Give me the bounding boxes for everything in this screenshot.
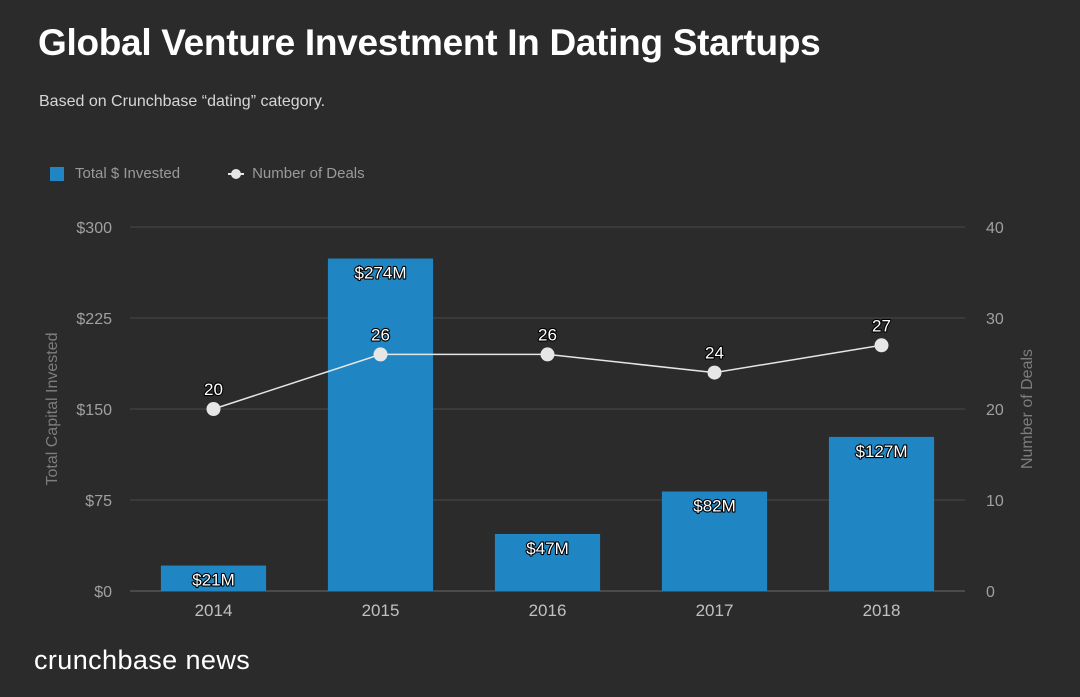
bar bbox=[828, 436, 935, 591]
y2-tick-label: 40 bbox=[986, 220, 1004, 237]
y-axis-title: Total Capital Invested bbox=[44, 333, 61, 486]
deals-point bbox=[707, 365, 722, 380]
x-tick-label: 2016 bbox=[529, 601, 567, 620]
y-tick-label: $150 bbox=[76, 402, 112, 419]
y2-tick-label: 20 bbox=[986, 402, 1004, 419]
bar bbox=[160, 565, 267, 591]
deals-value-label: 20 bbox=[204, 380, 223, 399]
x-tick-label: 2014 bbox=[195, 601, 233, 620]
bar bbox=[494, 533, 601, 591]
y2-axis-title: Number of Deals bbox=[1019, 349, 1036, 469]
bar bbox=[661, 491, 768, 591]
deals-point bbox=[206, 402, 221, 416]
y2-tick-label: 10 bbox=[986, 493, 1004, 510]
bar bbox=[327, 258, 434, 591]
bar-value-label: $274M bbox=[355, 264, 407, 283]
bar-value-label: $82M bbox=[693, 497, 736, 516]
legend-item-deals: Number of Deals bbox=[228, 165, 365, 182]
y-tick-label: $75 bbox=[85, 493, 112, 510]
legend-label-invested: Total $ Invested bbox=[75, 165, 181, 182]
legend-item-invested: Total $ Invested bbox=[50, 165, 180, 182]
x-tick-label: 2015 bbox=[362, 601, 400, 620]
y2-tick-label: 0 bbox=[986, 584, 995, 601]
legend-bar-swatch bbox=[50, 166, 64, 181]
deals-point bbox=[373, 347, 388, 362]
deals-point bbox=[874, 338, 889, 353]
bar-value-label: $127M bbox=[856, 442, 908, 461]
x-tick-label: 2018 bbox=[863, 601, 901, 620]
brand-logo: crunchbase news bbox=[34, 645, 251, 675]
deals-value-label: 26 bbox=[538, 325, 557, 344]
y2-tick-label: 30 bbox=[986, 311, 1004, 328]
x-tick-label: 2017 bbox=[696, 601, 734, 620]
deals-value-label: 26 bbox=[371, 325, 390, 344]
legend: Total $ Invested Number of Deals bbox=[50, 165, 413, 182]
deals-value-label: 24 bbox=[705, 344, 724, 363]
legend-line-swatch bbox=[228, 167, 245, 181]
y-tick-label: $0 bbox=[94, 584, 112, 601]
y-tick-label: $300 bbox=[76, 220, 112, 237]
bar-value-label: $47M bbox=[526, 539, 569, 558]
chart-subtitle: Based on Crunchbase “dating” category. bbox=[39, 93, 326, 110]
y-tick-label: $225 bbox=[76, 311, 112, 328]
bar-value-label: $21M bbox=[192, 571, 235, 590]
legend-label-deals: Number of Deals bbox=[252, 165, 365, 182]
chart-title: Global Venture Investment In Dating Star… bbox=[38, 22, 821, 63]
deals-point bbox=[540, 347, 555, 362]
deals-value-label: 27 bbox=[872, 316, 891, 335]
